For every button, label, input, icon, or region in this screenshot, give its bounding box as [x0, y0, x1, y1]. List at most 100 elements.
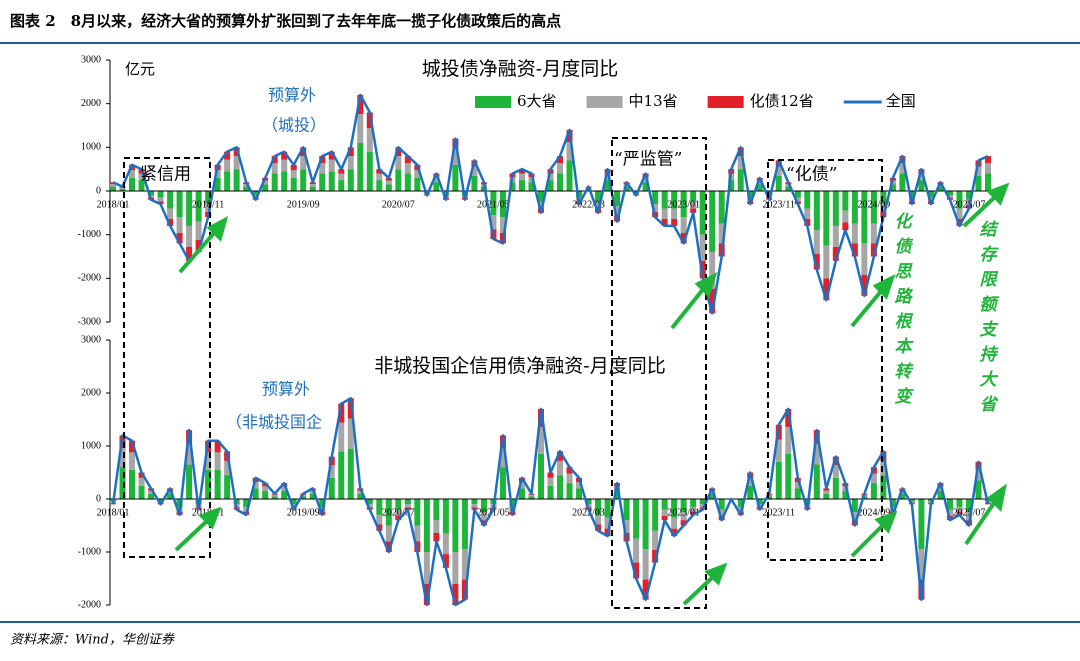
bar-segment: [709, 493, 716, 499]
bar-segment: [614, 191, 621, 207]
y-tick-label: 3000: [81, 54, 101, 65]
bar-segment: [595, 524, 602, 531]
unit: 亿元: [125, 60, 155, 78]
bar-segment: [300, 169, 307, 191]
bar-segment: [243, 186, 250, 191]
bar-segment: [471, 166, 478, 176]
bar-segment: [414, 525, 421, 542]
bar-segment: [347, 147, 354, 157]
bar-segment: [528, 496, 535, 499]
bar-segment: [338, 451, 345, 499]
bar-segment: [376, 180, 383, 191]
annotation: （非城投国企: [226, 413, 322, 432]
x-tick-label: 2018/11: [192, 199, 224, 210]
bar-segment: [404, 163, 411, 174]
bar-segment: [328, 151, 335, 160]
bar-segment: [880, 204, 887, 212]
bar-segment: [347, 418, 354, 449]
y-tick-label: 1000: [81, 440, 101, 451]
bar-segment: [385, 184, 392, 191]
bar-segment: [671, 528, 678, 537]
bar-segment: [176, 191, 183, 218]
bar-segment: [290, 499, 297, 505]
bar-segment: [471, 499, 478, 505]
bar-segment: [975, 175, 982, 191]
bar-segment: [747, 485, 754, 499]
bar-segment: [652, 204, 659, 212]
bar-segment: [404, 173, 411, 191]
bar-segment: [452, 552, 459, 584]
bar-segment: [357, 490, 364, 494]
y-tick-label: -1000: [78, 229, 101, 240]
bar-segment: [214, 469, 221, 499]
period-box: [767, 159, 883, 561]
bar-segment: [614, 206, 621, 216]
bar-segment: [946, 499, 953, 510]
bar-segment: [509, 182, 516, 191]
bar-segment: [119, 448, 126, 468]
source: 资料来源：Wind，华创证券: [10, 633, 175, 648]
bar-segment: [823, 490, 830, 494]
bar-segment: [661, 515, 668, 521]
bar-segment: [338, 403, 345, 423]
bar-segment: [557, 156, 564, 164]
bar-segment: [985, 156, 991, 164]
bar-segment: [728, 180, 735, 191]
bar-segment: [404, 156, 411, 164]
bar-segment: [851, 191, 858, 224]
legend-swatch: [707, 96, 744, 108]
bar-segment: [186, 464, 193, 499]
bar-segment: [652, 499, 659, 531]
bar-segment: [756, 499, 763, 505]
bar-segment: [167, 208, 174, 219]
bar-segment: [167, 218, 174, 226]
bar-segment: [395, 515, 402, 521]
bar-segment: [642, 579, 649, 600]
bar-segment: [775, 439, 782, 462]
legend-label: 化债12省: [750, 92, 814, 110]
bar-segment: [671, 218, 678, 226]
bar-segment: [709, 288, 716, 314]
bar-segment: [442, 554, 449, 568]
bar-segment: [566, 467, 573, 474]
bar-segment: [433, 532, 440, 542]
bar-segment: [271, 163, 278, 174]
bar-segment: [804, 208, 811, 219]
bar-segment: [661, 218, 668, 226]
bar-segment: [557, 173, 564, 191]
bar-segment: [376, 169, 383, 174]
bar-segment: [319, 173, 326, 191]
bar-segment: [138, 485, 145, 499]
bar-segment: [918, 499, 925, 550]
bar-segment: [414, 170, 421, 178]
bar-segment: [756, 180, 763, 185]
bar-segment: [832, 246, 839, 261]
bar-segment: [985, 173, 991, 191]
bar-segment: [566, 160, 573, 191]
period-box: [611, 137, 707, 609]
y-tick-label: 2000: [81, 98, 101, 109]
bar-segment: [937, 486, 944, 492]
bar-segment: [376, 499, 383, 515]
bar-segment: [167, 490, 174, 494]
bar-segment: [595, 201, 602, 209]
bar-segment: [576, 191, 583, 198]
bar-segment: [965, 499, 972, 513]
bar-segment: [623, 499, 630, 521]
bar-segment: [271, 173, 278, 191]
bar-segment: [433, 520, 440, 533]
bar-segment: [528, 494, 535, 497]
x-tick-label: 2025/07: [953, 507, 986, 518]
bar-segment: [614, 491, 621, 499]
bar-segment: [157, 191, 164, 198]
period-boxes: [123, 137, 883, 609]
y-tick-label: 2000: [81, 387, 101, 398]
bar-segment: [832, 477, 839, 499]
bar-segment: [509, 499, 516, 507]
bar-segment: [252, 488, 259, 499]
bar-segment: [537, 426, 544, 454]
bar-segment: [518, 482, 525, 489]
bar-segment: [880, 460, 887, 476]
bar-segment: [452, 583, 459, 605]
